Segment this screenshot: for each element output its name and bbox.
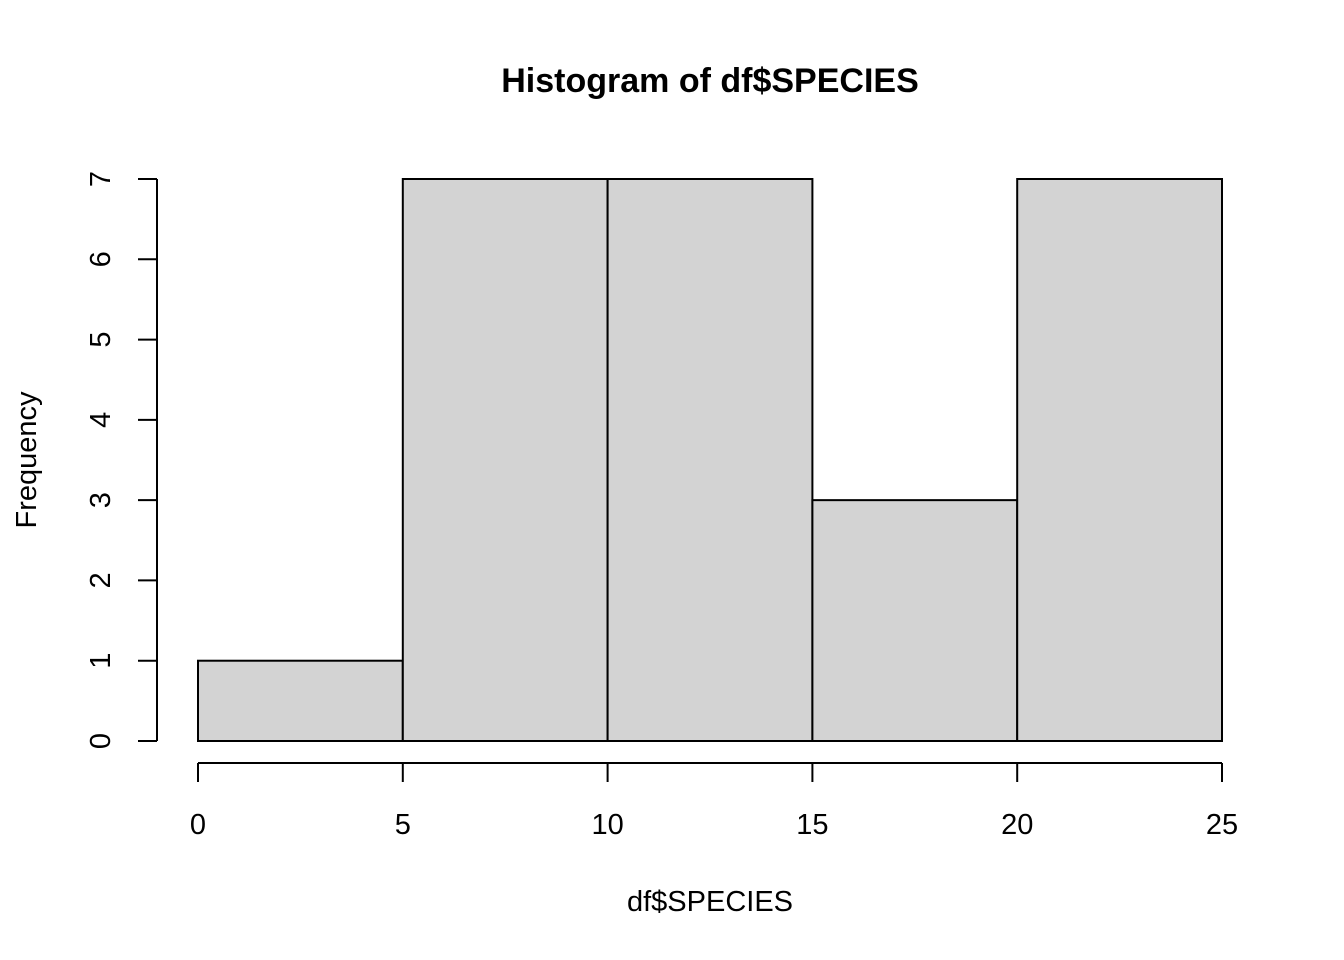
- y-axis: 0 1 2 3 4 5 6 7: [85, 171, 158, 749]
- histogram-bar-1: [401, 178, 609, 742]
- x-tick-label-4: 20: [1001, 809, 1033, 841]
- y-tick-label-4: 4: [85, 412, 117, 428]
- x-tick-label-0: 0: [190, 809, 206, 841]
- x-axis: 0 5 10 15 20 25: [190, 762, 1238, 841]
- histogram-bar-4: [1016, 178, 1224, 742]
- x-tick-label-2: 10: [591, 809, 623, 841]
- chart-title: Histogram of df$SPECIES: [501, 62, 919, 100]
- histogram-bar-2: [606, 178, 814, 742]
- y-tick-label-1: 1: [85, 653, 117, 669]
- histogram-bars: [197, 178, 1224, 743]
- x-tick-label-5: 25: [1206, 809, 1238, 841]
- x-tick-label-1: 5: [395, 809, 411, 841]
- histogram-bar-0: [197, 659, 404, 743]
- y-tick-label-2: 2: [85, 572, 117, 588]
- histogram-bar-3: [811, 499, 1019, 742]
- x-axis-label: df$SPECIES: [627, 886, 793, 918]
- y-tick-label-7: 7: [85, 171, 117, 187]
- y-tick-label-0: 0: [85, 733, 117, 749]
- y-tick-label-5: 5: [85, 332, 117, 348]
- y-axis-label: Frequency: [11, 391, 43, 529]
- y-tick-label-3: 3: [85, 492, 117, 508]
- y-tick-label-6: 6: [85, 251, 117, 267]
- x-tick-label-3: 15: [796, 809, 828, 841]
